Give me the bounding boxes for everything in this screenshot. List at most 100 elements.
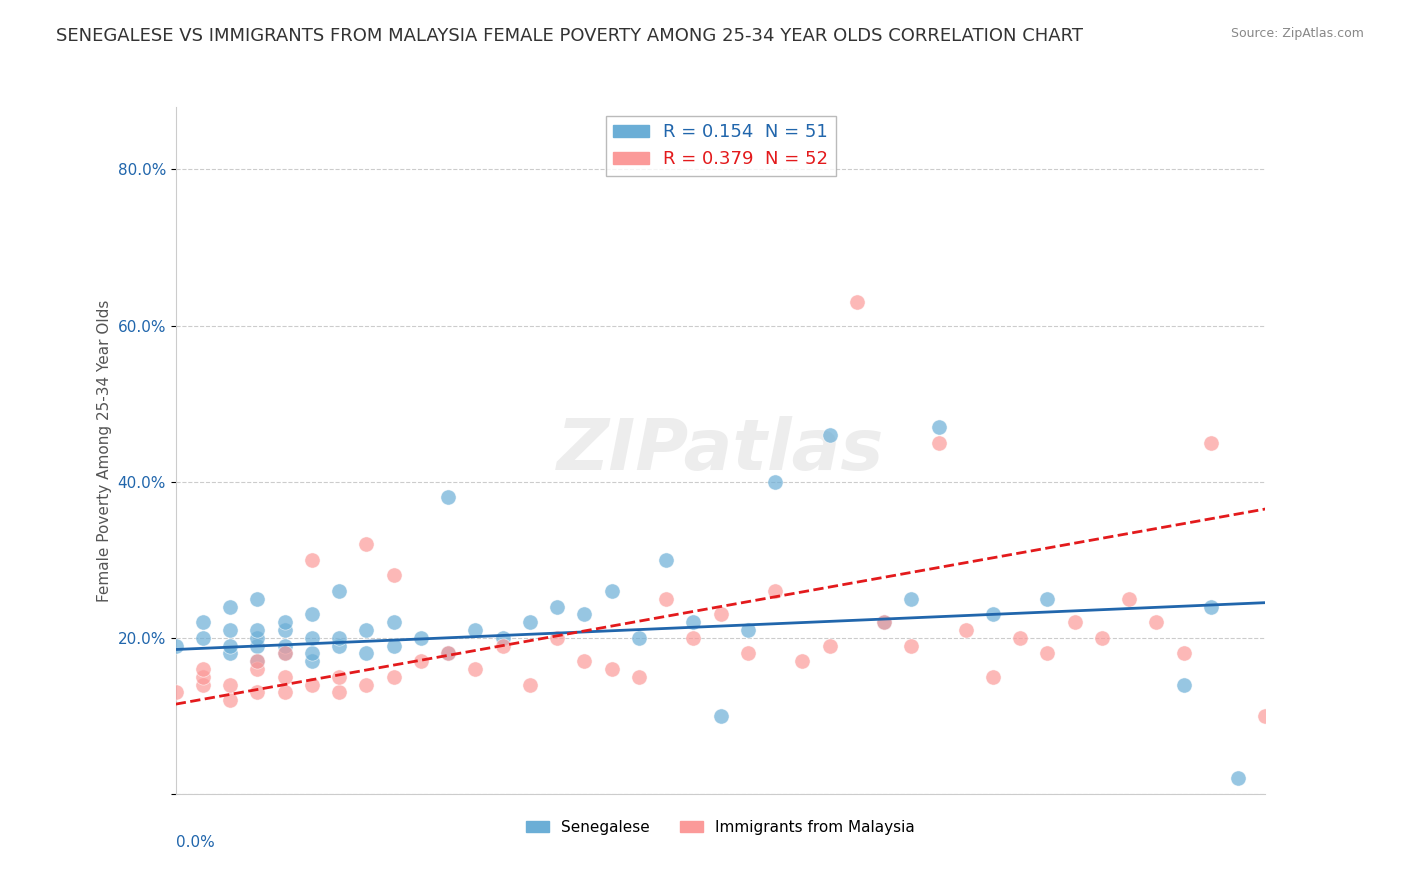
Point	[492, 631, 515, 645]
Point	[382, 670, 405, 684]
Text: ZIPatlas: ZIPatlas	[557, 416, 884, 485]
Point	[600, 662, 623, 676]
Point	[763, 583, 786, 598]
Point	[165, 639, 187, 653]
Point	[274, 639, 297, 653]
Point	[301, 607, 323, 622]
Point	[928, 420, 950, 434]
Point	[246, 631, 269, 645]
Point	[328, 583, 350, 598]
Point	[246, 654, 269, 668]
Point	[274, 623, 297, 637]
Point	[437, 646, 460, 660]
Point	[437, 490, 460, 504]
Y-axis label: Female Poverty Among 25-34 Year Olds: Female Poverty Among 25-34 Year Olds	[97, 300, 112, 601]
Point	[873, 615, 896, 630]
Point	[1036, 591, 1059, 606]
Point	[165, 685, 187, 699]
Point	[356, 537, 378, 551]
Point	[900, 639, 922, 653]
Point	[301, 646, 323, 660]
Point	[246, 639, 269, 653]
Point	[1173, 646, 1195, 660]
Point	[737, 646, 759, 660]
Point	[655, 552, 678, 567]
Point	[627, 670, 650, 684]
Point	[574, 654, 596, 668]
Point	[519, 615, 541, 630]
Point	[382, 615, 405, 630]
Point	[219, 646, 242, 660]
Point	[191, 615, 214, 630]
Point	[981, 670, 1004, 684]
Point	[1036, 646, 1059, 660]
Point	[655, 591, 678, 606]
Point	[792, 654, 814, 668]
Text: SENEGALESE VS IMMIGRANTS FROM MALAYSIA FEMALE POVERTY AMONG 25-34 YEAR OLDS CORR: SENEGALESE VS IMMIGRANTS FROM MALAYSIA F…	[56, 27, 1083, 45]
Point	[246, 623, 269, 637]
Point	[955, 623, 977, 637]
Point	[1010, 631, 1032, 645]
Point	[928, 435, 950, 450]
Point	[818, 639, 841, 653]
Point	[519, 678, 541, 692]
Point	[219, 678, 242, 692]
Point	[464, 623, 486, 637]
Point	[737, 623, 759, 637]
Legend: Senegalese, Immigrants from Malaysia: Senegalese, Immigrants from Malaysia	[520, 814, 921, 841]
Point	[382, 568, 405, 582]
Point	[1144, 615, 1167, 630]
Point	[328, 631, 350, 645]
Point	[382, 639, 405, 653]
Point	[600, 583, 623, 598]
Point	[356, 678, 378, 692]
Text: 0.0%: 0.0%	[176, 835, 215, 850]
Point	[574, 607, 596, 622]
Point	[191, 631, 214, 645]
Point	[710, 607, 733, 622]
Point	[710, 708, 733, 723]
Point	[409, 631, 432, 645]
Point	[328, 670, 350, 684]
Point	[627, 631, 650, 645]
Point	[191, 662, 214, 676]
Point	[246, 662, 269, 676]
Point	[246, 591, 269, 606]
Point	[356, 646, 378, 660]
Point	[1199, 435, 1222, 450]
Point	[873, 615, 896, 630]
Point	[682, 631, 704, 645]
Point	[900, 591, 922, 606]
Point	[274, 615, 297, 630]
Point	[301, 654, 323, 668]
Point	[682, 615, 704, 630]
Point	[981, 607, 1004, 622]
Point	[191, 670, 214, 684]
Point	[1063, 615, 1085, 630]
Point	[301, 552, 323, 567]
Point	[546, 599, 568, 614]
Point	[246, 654, 269, 668]
Point	[437, 646, 460, 660]
Point	[274, 646, 297, 660]
Point	[219, 623, 242, 637]
Point	[301, 678, 323, 692]
Point	[1091, 631, 1114, 645]
Point	[1118, 591, 1140, 606]
Point	[219, 599, 242, 614]
Point	[409, 654, 432, 668]
Point	[1254, 708, 1277, 723]
Point	[356, 623, 378, 637]
Point	[1281, 631, 1303, 645]
Text: Source: ZipAtlas.com: Source: ZipAtlas.com	[1230, 27, 1364, 40]
Point	[274, 685, 297, 699]
Point	[246, 685, 269, 699]
Point	[191, 678, 214, 692]
Point	[219, 693, 242, 707]
Point	[492, 639, 515, 653]
Point	[1199, 599, 1222, 614]
Point	[1227, 771, 1250, 786]
Point	[328, 685, 350, 699]
Point	[546, 631, 568, 645]
Point	[464, 662, 486, 676]
